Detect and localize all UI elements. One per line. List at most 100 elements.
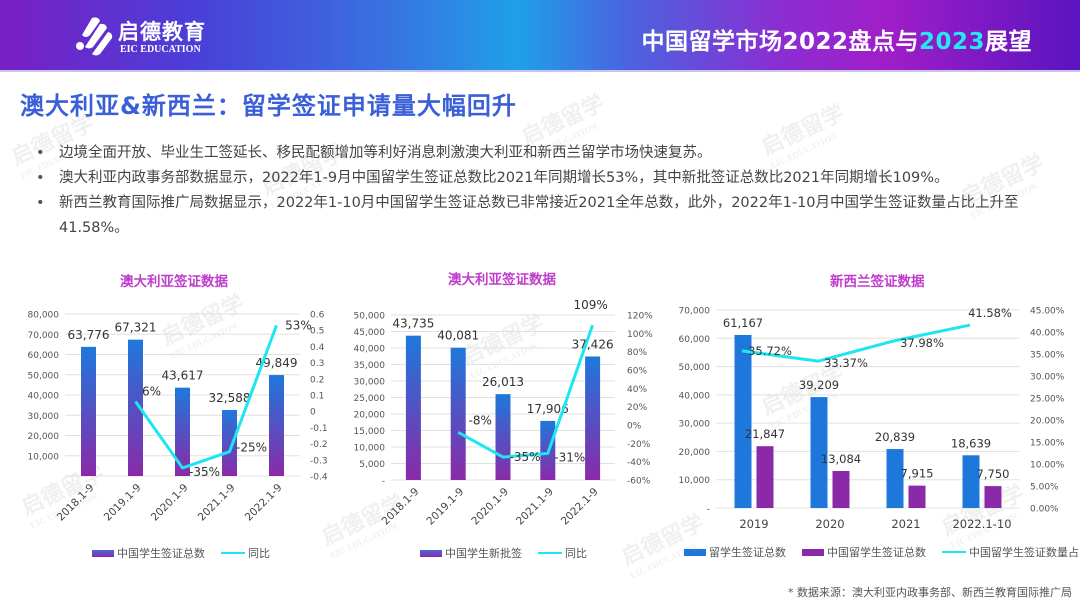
y-axis-right-tick: -0.3 xyxy=(310,456,328,466)
y-axis-right-tick: -0.1 xyxy=(310,424,328,434)
logo-mark-icon xyxy=(76,17,113,56)
data-source-note: * 数据来源：澳大利亚内政事务部、新西兰教育国际推广局 xyxy=(788,586,1072,599)
y-axis-left-tick: 50,000 xyxy=(28,371,60,381)
bar-value-label: 37,426 xyxy=(572,337,614,351)
bar xyxy=(962,455,980,508)
bar-value-label: 40,081 xyxy=(437,329,479,343)
y-axis-left-tick: 20,000 xyxy=(679,448,711,458)
line-value-label: 41.58% xyxy=(968,306,1012,320)
y-axis-left-tick: 45,000 xyxy=(354,328,386,338)
bar-value-label: 32,588 xyxy=(209,391,251,405)
bar xyxy=(222,410,237,476)
y-axis-right-tick: -20% xyxy=(627,440,651,450)
line-value-label: 33.37% xyxy=(824,356,868,370)
chart-title: 新西兰签证数据 xyxy=(830,274,925,290)
bar xyxy=(832,470,850,508)
y-axis-right-tick: 0% xyxy=(627,422,642,432)
bar-value-label: 43,735 xyxy=(392,317,434,331)
legend-label: 中国留学生签证总数 xyxy=(827,546,926,559)
legend-label: 中国学生签证总数 xyxy=(117,547,205,560)
y-axis-left-tick: 60,000 xyxy=(679,335,711,345)
y-axis-right-tick: 15.00% xyxy=(1030,439,1065,449)
bar xyxy=(81,346,96,476)
y-axis-left-tick: 5,000 xyxy=(359,460,385,470)
line-value-label: -35% xyxy=(509,450,540,464)
y-axis-left-tick: 10,000 xyxy=(354,444,386,454)
legend-item-bar: 中国学生签证总数 xyxy=(92,545,205,561)
y-axis-left-tick: 40,000 xyxy=(354,345,386,355)
bar xyxy=(450,347,466,480)
y-axis-left-tick: 80,000 xyxy=(28,311,60,321)
legend-label: 中国学生新批签 xyxy=(445,547,522,560)
line-value-label: -31% xyxy=(554,450,585,464)
x-axis-tick: 2019.1-9 xyxy=(102,482,144,524)
legend-label: 留学生签证总数 xyxy=(709,546,786,559)
y-axis-left-tick: 70,000 xyxy=(679,307,711,317)
y-axis-right-tick: -40% xyxy=(627,458,651,468)
y-axis-left-tick: 25,000 xyxy=(354,394,386,404)
bar xyxy=(495,394,511,480)
legend-label: 同比 xyxy=(565,547,587,560)
y-axis-right-tick: 5.00% xyxy=(1030,483,1059,493)
legend-item-line: 同比 xyxy=(221,545,270,561)
y-axis-left-tick: 30,000 xyxy=(354,378,386,388)
line-value-label: 35.72% xyxy=(748,344,792,358)
bar-value-label: 13,084 xyxy=(821,452,861,466)
trend-line xyxy=(741,323,971,363)
line-value-label: 37.98% xyxy=(900,336,944,350)
bar xyxy=(175,387,190,476)
bar-value-label: 49,849 xyxy=(256,356,298,370)
chart-legend: 留学生签证总数 中国留学生签证总数 中国留学生签证数量占比 xyxy=(684,544,1080,560)
y-axis-left-tick: 15,000 xyxy=(354,427,386,437)
header-banner: 启德教育 EIC EDUCATION 中国留学市场2022盘点与2023展望 xyxy=(0,0,1080,72)
y-axis-left-tick: 50,000 xyxy=(354,312,386,322)
y-axis-right-tick: 40% xyxy=(627,385,647,395)
y-axis-right-tick: 0.3 xyxy=(310,359,324,369)
legend-item-china: 中国留学生签证总数 xyxy=(802,544,926,560)
legend-item-line: 同比 xyxy=(538,545,587,561)
chart-plot-area: - 10,000 20,000 30,000 40,000 50,000 60,000 70,… xyxy=(679,306,1065,531)
bar xyxy=(585,356,601,480)
report-title-part1: 中国留学市场2022盘点与 xyxy=(641,29,919,55)
y-axis-right-tick: 0.6 xyxy=(310,311,325,321)
bar-value-label: 21,847 xyxy=(745,427,785,441)
x-axis-tick: 2018.1-9 xyxy=(55,482,97,524)
chart-plot-area: - 5,000 10,000 15,000 20,000 25,000 30,000 35,0… xyxy=(354,298,654,528)
bar xyxy=(886,449,904,508)
y-axis-right-tick: 120% xyxy=(627,312,653,322)
x-axis-tick: 2021 xyxy=(891,517,920,531)
bar-value-label: 18,639 xyxy=(951,436,991,450)
line-value-label: 6% xyxy=(142,384,161,398)
bar xyxy=(405,335,421,480)
y-axis-right-tick: 20.00% xyxy=(1030,417,1065,427)
y-axis-right-tick: -0.2 xyxy=(310,440,328,450)
y-axis-left-tick: - xyxy=(707,505,710,515)
y-axis-right-tick: 0.2 xyxy=(310,375,324,385)
legend-swatch-line xyxy=(221,552,245,554)
chart-au-new-visas: 澳大利亚签证数据 - 5,000 10,000 15,000 20,000 25,000 3… xyxy=(340,262,660,572)
bar xyxy=(908,485,926,508)
line-value-label: 53% xyxy=(285,318,312,332)
bar-value-label: 67,321 xyxy=(115,321,157,335)
bar xyxy=(128,339,143,476)
bar-value-label: 20,839 xyxy=(875,430,915,444)
line-value-label: -25% xyxy=(236,441,267,455)
legend-item-share: 中国留学生签证数量占比 xyxy=(942,544,1080,560)
y-axis-right-tick: 0.00% xyxy=(1030,505,1059,515)
chart-title: 澳大利亚签证数据 xyxy=(120,274,228,290)
chart-au-total-visas: 澳大利亚签证数据 10,000 20,000 30,000 40,000 50,000 6… xyxy=(0,262,340,572)
trend-line xyxy=(457,324,595,459)
legend-label: 同比 xyxy=(248,547,270,560)
y-axis-right-tick: 100% xyxy=(627,330,653,340)
y-axis-right-tick: 45.00% xyxy=(1030,307,1065,317)
x-axis-tick: 2021.1-9 xyxy=(514,486,556,528)
logo-chinese-name: 启德教育 xyxy=(118,20,206,44)
bullet-item: 边境全面开放、毕业生工签延长、移民配额增加等利好消息刺激澳大利亚和新西兰留学市场… xyxy=(36,141,1056,166)
y-axis-left-tick: - xyxy=(382,477,385,487)
x-axis-tick: 2022.1-10 xyxy=(952,517,1011,531)
bar-value-label: 17,906 xyxy=(527,402,569,416)
y-axis-left-tick: 20,000 xyxy=(28,432,60,442)
y-axis-left-tick: 40,000 xyxy=(28,392,60,402)
y-axis-right-tick: 35.00% xyxy=(1030,351,1065,361)
y-axis-left-tick: 60,000 xyxy=(28,351,60,361)
